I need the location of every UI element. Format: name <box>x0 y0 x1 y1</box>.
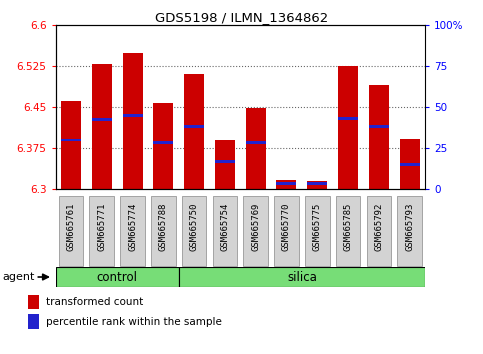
Text: GSM665770: GSM665770 <box>282 202 291 251</box>
Text: GSM665774: GSM665774 <box>128 202 137 251</box>
Text: transformed count: transformed count <box>45 297 143 307</box>
Text: GSM665793: GSM665793 <box>405 202 414 251</box>
Bar <box>399 163 420 166</box>
Text: agent: agent <box>2 272 35 282</box>
Bar <box>153 103 173 189</box>
Bar <box>215 160 235 164</box>
Text: silica: silica <box>287 270 317 284</box>
Bar <box>184 74 204 189</box>
Bar <box>246 141 266 144</box>
FancyBboxPatch shape <box>89 196 114 266</box>
Text: GSM665769: GSM665769 <box>251 202 260 251</box>
Text: GSM665761: GSM665761 <box>67 202 75 251</box>
Text: GSM665775: GSM665775 <box>313 202 322 251</box>
Text: GSM665771: GSM665771 <box>97 202 106 251</box>
Text: GSM665754: GSM665754 <box>220 202 229 251</box>
Bar <box>246 108 266 189</box>
Bar <box>338 67 358 189</box>
Bar <box>307 182 327 185</box>
FancyBboxPatch shape <box>179 267 425 287</box>
FancyBboxPatch shape <box>305 196 329 266</box>
Bar <box>28 295 39 309</box>
FancyBboxPatch shape <box>120 196 145 266</box>
Bar <box>28 314 39 329</box>
Bar <box>61 101 81 189</box>
Bar <box>369 125 389 128</box>
FancyBboxPatch shape <box>182 196 206 266</box>
Bar <box>399 139 420 189</box>
Bar <box>123 114 142 117</box>
FancyBboxPatch shape <box>56 267 179 287</box>
FancyBboxPatch shape <box>243 196 268 266</box>
Bar <box>307 181 327 189</box>
Text: GSM665792: GSM665792 <box>374 202 384 251</box>
Bar <box>369 85 389 189</box>
Bar <box>276 179 297 189</box>
Text: percentile rank within the sample: percentile rank within the sample <box>45 317 221 327</box>
Bar <box>92 118 112 121</box>
FancyBboxPatch shape <box>274 196 299 266</box>
Text: GSM665750: GSM665750 <box>190 202 199 251</box>
FancyBboxPatch shape <box>213 196 237 266</box>
Text: GDS5198 / ILMN_1364862: GDS5198 / ILMN_1364862 <box>155 11 328 24</box>
Bar <box>276 182 297 185</box>
Bar <box>153 141 173 144</box>
Text: GSM665785: GSM665785 <box>343 202 353 251</box>
Bar <box>215 140 235 189</box>
FancyBboxPatch shape <box>367 196 391 266</box>
Bar <box>184 125 204 128</box>
Text: GSM665788: GSM665788 <box>159 202 168 251</box>
Bar <box>61 138 81 142</box>
Bar <box>123 53 142 189</box>
Text: control: control <box>97 270 138 284</box>
FancyBboxPatch shape <box>151 196 176 266</box>
FancyBboxPatch shape <box>58 196 83 266</box>
FancyBboxPatch shape <box>398 196 422 266</box>
Bar <box>92 64 112 189</box>
Bar <box>338 116 358 120</box>
FancyBboxPatch shape <box>336 196 360 266</box>
